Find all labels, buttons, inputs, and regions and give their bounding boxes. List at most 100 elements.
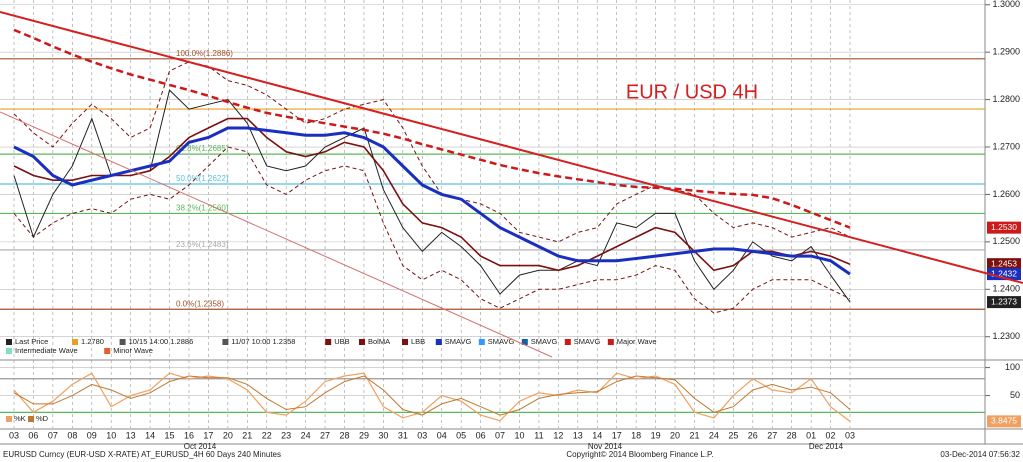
legend-label: %D: [36, 414, 49, 423]
legend-label: Last Price: [15, 337, 48, 346]
last-value-box: [987, 415, 1021, 428]
x-tick-label: 30: [378, 430, 388, 440]
x-tick-label: 09: [87, 430, 97, 440]
series-line: [13, 126, 851, 276]
y-tick-label: 1.2800: [992, 94, 1020, 104]
series-line: [13, 146, 851, 314]
y-tick-label: 100: [1005, 362, 1020, 372]
x-tick-label: 06: [28, 430, 38, 440]
x-tick-label: 03: [417, 430, 427, 440]
legend-swatch: [119, 339, 126, 345]
y-tick-label: 1.2400: [992, 284, 1020, 294]
level-label: 38.2%(1.2560): [176, 204, 229, 213]
annotation: EUR / USD 4H: [626, 81, 758, 103]
level-label: 23.6%(1.2483): [176, 240, 229, 249]
x-tick-label: 23: [281, 430, 291, 440]
legend-swatch: [72, 339, 78, 345]
x-tick-label: 24: [709, 430, 719, 440]
level-label: 61.8%(1.2685): [176, 144, 229, 153]
level-label: 0.0%(1.2358): [176, 299, 224, 308]
legend-label: SMAVG: [488, 337, 515, 346]
legend-label: 1.2780: [81, 337, 104, 346]
y-tick-label: 1.2300: [992, 331, 1020, 341]
x-tick-label: 21: [689, 430, 699, 440]
x-tick-label: 03: [845, 430, 855, 440]
x-group-label: Oct 2014: [184, 442, 217, 451]
x-tick-label: 15: [165, 430, 175, 440]
x-tick-label: 07: [495, 430, 505, 440]
x-tick-label: 05: [456, 430, 466, 440]
y-tick-label: 1.2900: [992, 47, 1020, 57]
x-tick-label: 28: [787, 430, 797, 440]
legend-label: Major Wave: [617, 337, 657, 346]
x-tick-label: 03: [9, 430, 19, 440]
legend-label: %K: [14, 414, 26, 423]
last-value-label: 1.2453: [991, 258, 1017, 268]
legend-label: 10/15 14:00 1.2886: [129, 337, 194, 346]
series-line: [13, 117, 851, 272]
x-tick-label: 20: [670, 430, 680, 440]
last-value-label: 3.8475: [991, 416, 1017, 426]
last-value-box: [987, 296, 1021, 309]
legend-swatch: [521, 339, 528, 345]
last-value-box: [987, 221, 1021, 234]
trend-line: [0, 11, 1023, 284]
x-tick-label: 21: [242, 430, 252, 440]
last-value-label: 1.2373: [991, 296, 1017, 306]
x-tick-label: 06: [476, 430, 486, 440]
x-tick-label: 01: [806, 430, 816, 440]
x-tick-label: 28: [340, 430, 350, 440]
x-tick-label: 14: [145, 430, 155, 440]
footer-left: EURUSD Curncy (EUR-USD X-RATE) AT_EURUSD…: [3, 450, 281, 459]
last-value-label: 1.2432: [991, 268, 1017, 278]
series-line: [13, 372, 851, 422]
x-tick-label: 07: [48, 430, 58, 440]
x-tick-label: 04: [437, 430, 447, 440]
last-value-box: [987, 268, 1021, 281]
x-tick-label: 13: [126, 430, 136, 440]
legend-swatch: [325, 339, 332, 345]
legend-label: 11/07 10:00 1.2358: [231, 337, 295, 346]
legend-label: BolMA: [368, 337, 390, 346]
footer-right: 03-Dec-2014 07:56:32: [940, 450, 1020, 459]
last-value-box: [987, 258, 1021, 271]
x-tick-label: 20: [223, 430, 233, 440]
x-tick-label: 17: [203, 430, 213, 440]
legend-swatch: [222, 339, 229, 345]
x-tick-label: 14: [592, 430, 602, 440]
x-tick-label: 27: [767, 430, 777, 440]
legend-label: SMAVG: [531, 337, 558, 346]
legend-label: SMAVG: [574, 337, 601, 346]
x-tick-label: 29: [359, 430, 369, 440]
x-tick-label: 10: [514, 430, 524, 440]
series-line: [13, 28, 851, 229]
x-tick-label: 13: [573, 430, 583, 440]
x-tick-label: 11: [534, 430, 543, 440]
series-line: [13, 375, 851, 416]
x-tick-label: 26: [748, 430, 758, 440]
x-tick-label: 31: [398, 430, 408, 440]
level-label: 50.0%(1.2622): [176, 174, 229, 183]
legend-swatch: [359, 339, 365, 345]
x-group-label: Dec 2014: [809, 442, 844, 451]
x-tick-label: 12: [553, 430, 563, 440]
x-tick-label: 19: [651, 430, 661, 440]
legend-swatch: [6, 339, 12, 345]
legend-label: UBB: [334, 337, 349, 346]
series-line: [13, 61, 851, 243]
legend-swatch: [104, 348, 111, 354]
plot-area: 03 06 07 08 09 10 13 14 15 16 17 20 21 22 23 24 27 28 29 30…: [0, 0, 1021, 451]
x-group-label: Nov 2014: [588, 442, 623, 451]
x-tick-label: 18: [631, 430, 641, 440]
y-tick-label: 1.3000: [992, 0, 1020, 9]
legend-swatch: [478, 339, 485, 345]
y-tick-label: 1.2700: [992, 141, 1020, 151]
y-tick-label: 1.2500: [992, 236, 1020, 246]
legend-swatch: [435, 339, 442, 345]
x-tick-label: 25: [728, 430, 738, 440]
legend-swatch: [6, 348, 12, 354]
x-tick-label: 16: [184, 430, 194, 440]
y-tick-label: 50: [1010, 390, 1020, 400]
legend-swatch: [6, 416, 12, 422]
